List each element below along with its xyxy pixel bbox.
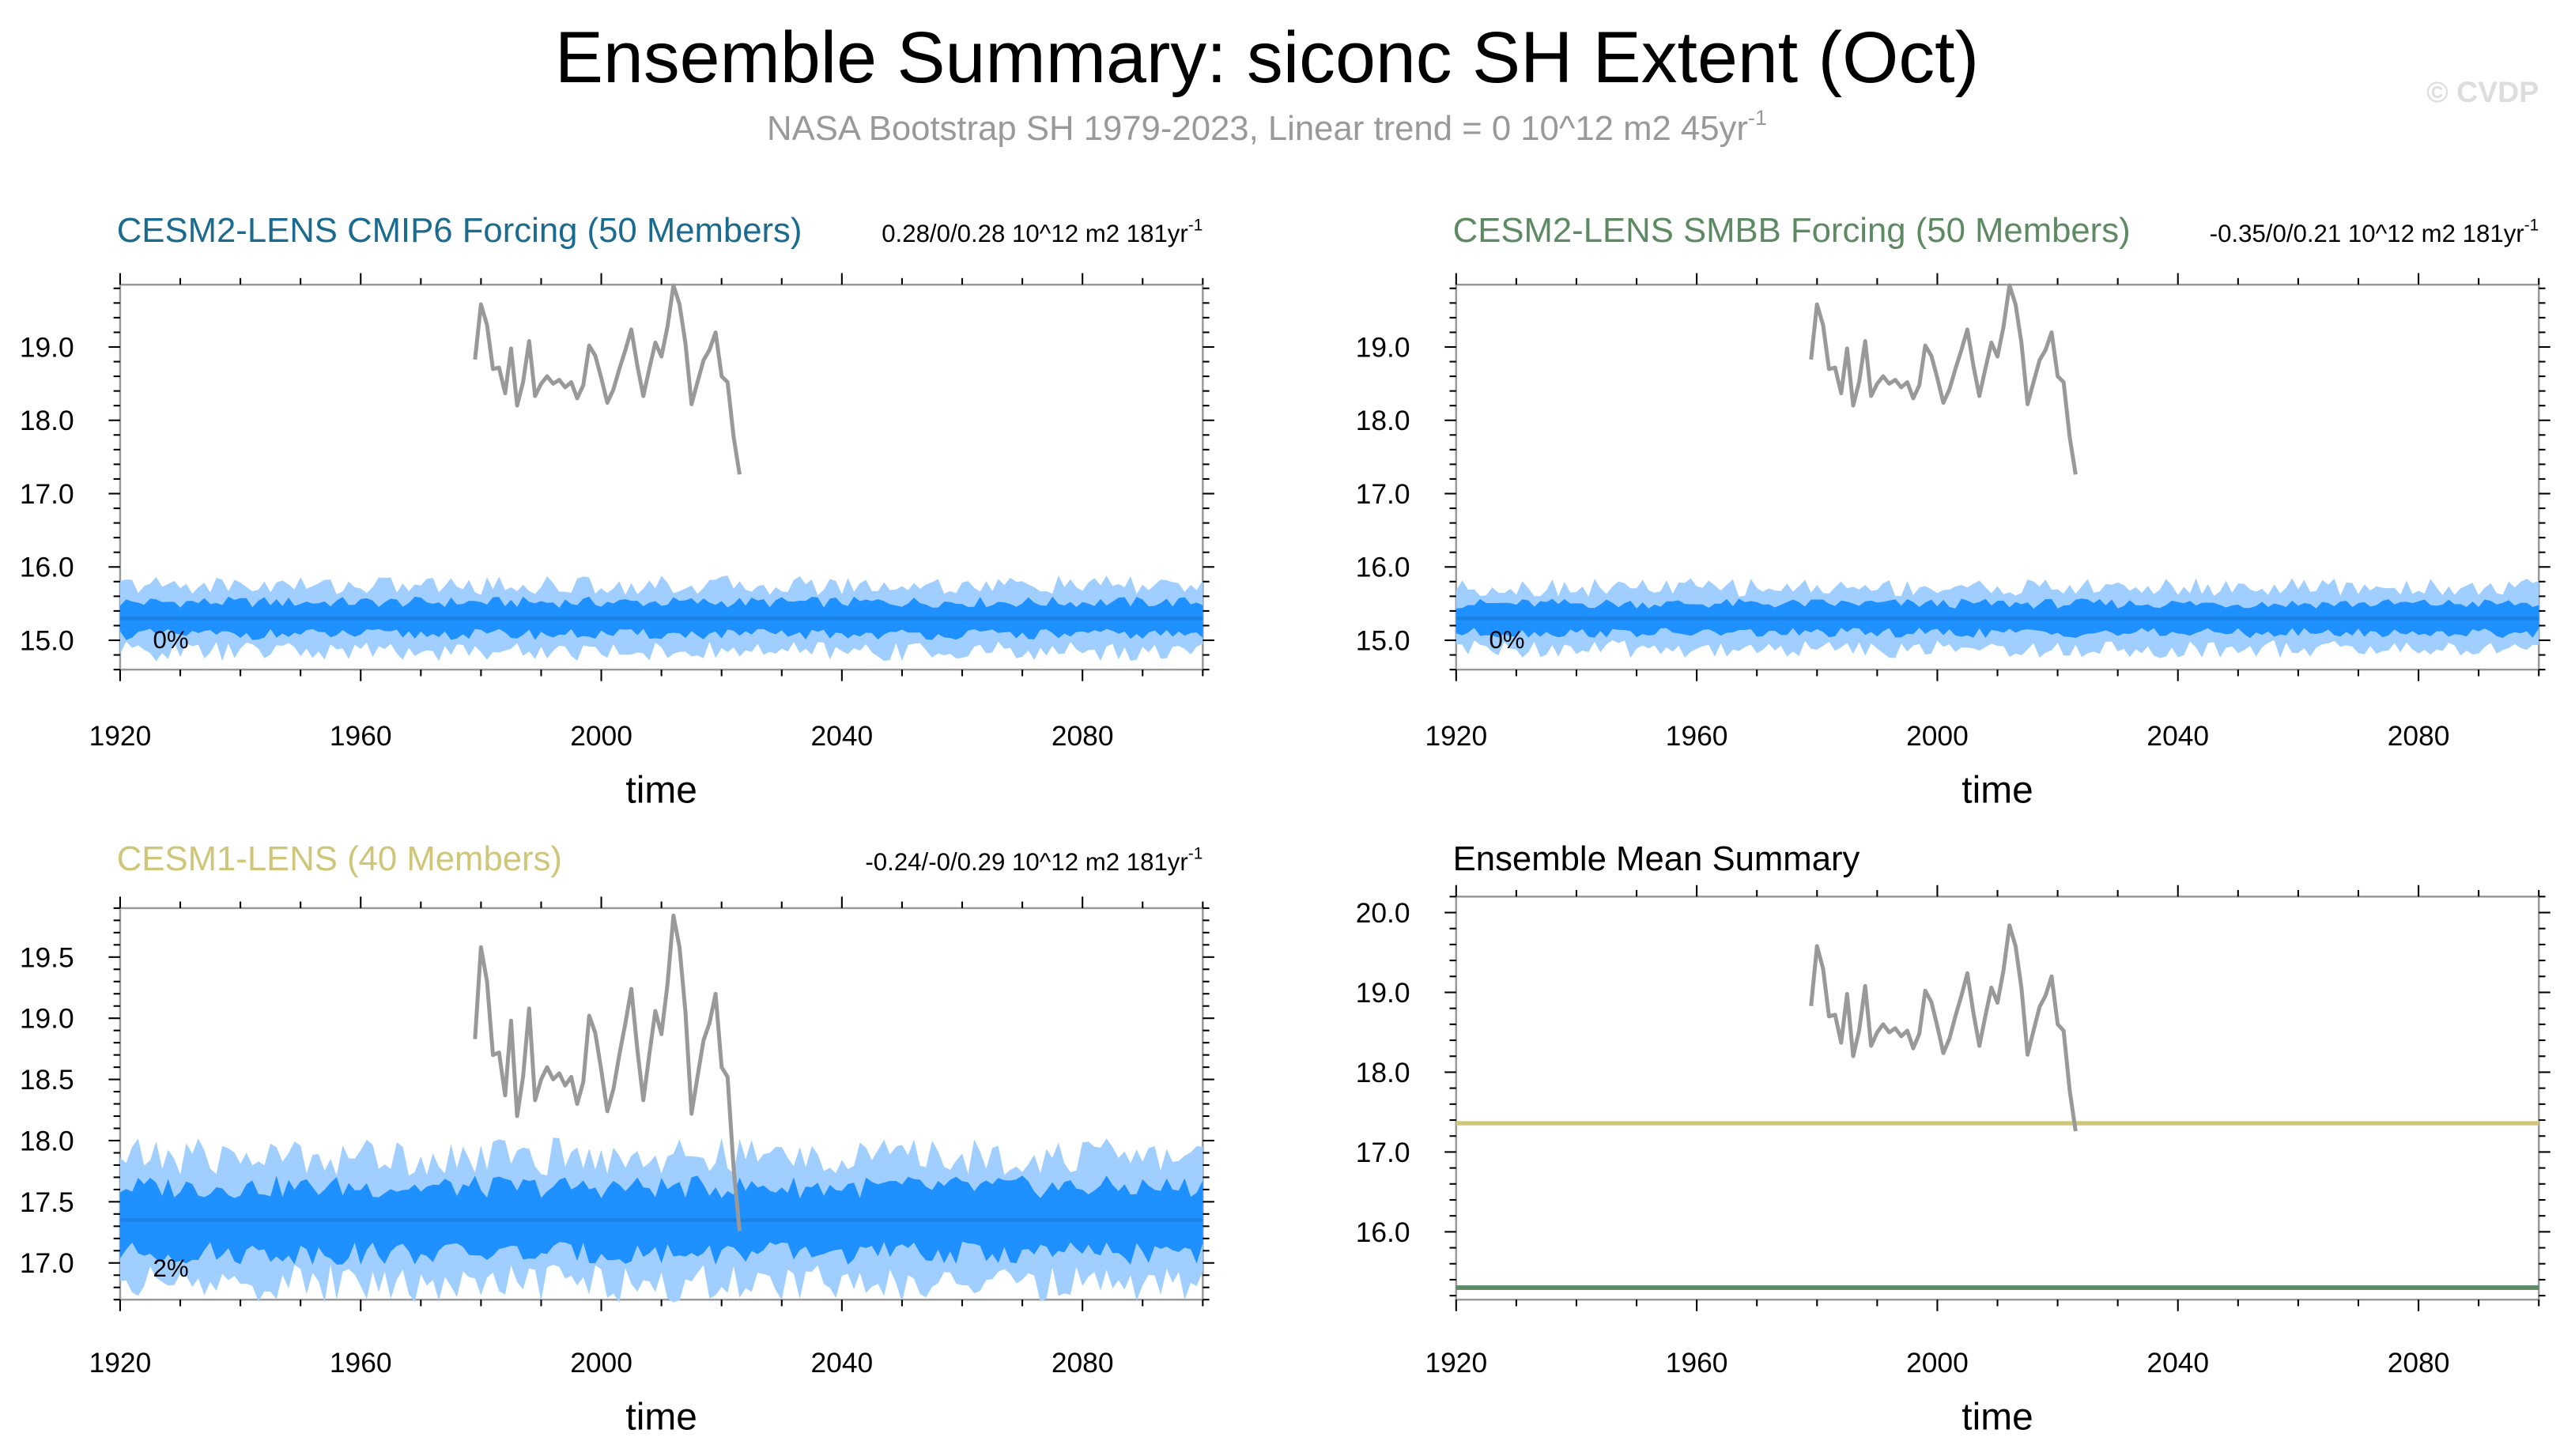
x-tick-label: 2080: [1052, 1348, 1114, 1379]
y-tick-label: 17.5: [20, 1187, 74, 1218]
y-tick-label: 17.0: [20, 479, 74, 510]
y-tick-label: 18.0: [1356, 1058, 1410, 1088]
trend-annotation-text: 0.28/0/0.28 10^12 m2 181yr: [882, 220, 1188, 247]
panel-title: CESM2-LENS SMBB Forcing (50 Members): [1453, 211, 2131, 250]
y-tick-label: 16.0: [20, 553, 74, 583]
trend-annotation-superscript: -1: [2524, 216, 2539, 234]
y-tick-label: 18.0: [20, 405, 74, 436]
y-tick-label: 19.0: [20, 1004, 74, 1035]
panel-cesm1: 1920 1960 2000 2040 2080 17.0 17.5 18.0 18.5 19.0…: [20, 839, 1214, 1439]
panel-title: CESM2-LENS CMIP6 Forcing (50 Members): [117, 211, 802, 250]
y-tick-label: 20.0: [1356, 898, 1410, 929]
x-tick-label: 2040: [2146, 721, 2209, 752]
x-tick-label: 1960: [330, 1348, 392, 1379]
x-tick-label: 2000: [1906, 721, 1969, 752]
x-axis-label: time: [625, 770, 697, 812]
panel-cesm2-smbb: 1920 1960 2000 2040 2080 15.0 16.0 17.0 18.0 19.0…: [1356, 211, 2550, 812]
x-tick-label: 1920: [1425, 1348, 1487, 1379]
x-tick-label: 1960: [1666, 721, 1728, 752]
x-tick-label: 2000: [570, 1348, 632, 1379]
panel-cesm2-cmip6: 1920 1960 2000 2040 2080 15.0 16.0 17.0 18.0 19.0…: [20, 211, 1214, 812]
trend-annotation-superscript: -1: [1188, 216, 1203, 234]
trend-annotation-text: -0.24/-0/0.29 10^12 m2 181yr: [865, 848, 1187, 876]
panel-title: CESM1-LENS (40 Members): [117, 839, 562, 878]
x-axis-label: time: [1961, 770, 2033, 812]
x-tick-label: 2000: [1906, 1348, 1969, 1379]
figure-subtitle: NASA Bootstrap SH 1979-2023, Linear tren…: [767, 106, 1767, 148]
y-tick-label: 19.0: [20, 332, 74, 363]
figure-title: Ensemble Summary: siconc SH Extent (Oct): [555, 17, 1979, 98]
x-tick-label: 2040: [811, 1348, 874, 1379]
x-axis-label: time: [1961, 1397, 2033, 1439]
observations-line: [1809, 923, 2078, 1132]
y-tick-label: 18.0: [20, 1126, 74, 1156]
y-tick-label: 17.0: [20, 1248, 74, 1279]
y-tick-label: 19.5: [20, 942, 74, 973]
y-tick-label: 17.0: [1356, 479, 1410, 510]
percent-label: 0%: [153, 626, 189, 654]
panel-ensemble-mean: 1920 1960 2000 2040 2080 16.0 17.0 18.0 19.0 20.0…: [1356, 839, 2550, 1439]
cvdp-watermark: © CVDP: [2426, 75, 2539, 108]
x-tick-label: 1960: [1666, 1348, 1728, 1379]
y-tick-label: 19.0: [1356, 978, 1410, 1009]
observations-line: [473, 283, 742, 475]
x-tick-label: 2080: [2388, 721, 2450, 752]
panel-title: Ensemble Mean Summary: [1453, 839, 1860, 878]
x-tick-label: 2040: [811, 721, 874, 752]
y-tick-label: 18.5: [20, 1065, 74, 1096]
percent-label: 0%: [1489, 626, 1524, 654]
trend-annotation: 0.28/0/0.28 10^12 m2 181yr-1: [882, 216, 1203, 247]
percent-label: 2%: [153, 1254, 189, 1282]
x-tick-label: 2000: [570, 721, 632, 752]
observations-line: [473, 913, 742, 1232]
trend-annotation-text: -0.35/0/0.21 10^12 m2 181yr: [2210, 220, 2524, 247]
x-tick-label: 2080: [1052, 721, 1114, 752]
y-tick-label: 15.0: [20, 626, 74, 657]
y-tick-label: 19.0: [1356, 332, 1410, 363]
observations-line: [1809, 283, 2078, 475]
y-tick-label: 18.0: [1356, 405, 1410, 436]
y-tick-label: 16.0: [1356, 553, 1410, 583]
y-tick-label: 15.0: [1356, 626, 1410, 657]
x-tick-label: 1960: [330, 721, 392, 752]
x-tick-label: 1920: [89, 1348, 152, 1379]
x-tick-label: 1920: [1425, 721, 1487, 752]
x-tick-label: 1920: [89, 721, 152, 752]
y-tick-label: 17.0: [1356, 1137, 1410, 1168]
plot-frame: [1455, 896, 2540, 1301]
trend-annotation: -0.24/-0/0.29 10^12 m2 181yr-1: [865, 844, 1203, 876]
x-tick-label: 2040: [2146, 1348, 2209, 1379]
x-tick-label: 2080: [2388, 1348, 2450, 1379]
trend-annotation-superscript: -1: [1188, 844, 1203, 862]
y-tick-label: 16.0: [1356, 1217, 1410, 1248]
figure-subtitle-superscript: -1: [1748, 106, 1767, 130]
trend-annotation: -0.35/0/0.21 10^12 m2 181yr-1: [2210, 216, 2539, 247]
x-axis-label: time: [625, 1397, 697, 1439]
figure-subtitle-text: NASA Bootstrap SH 1979-2023, Linear tren…: [767, 109, 1748, 148]
